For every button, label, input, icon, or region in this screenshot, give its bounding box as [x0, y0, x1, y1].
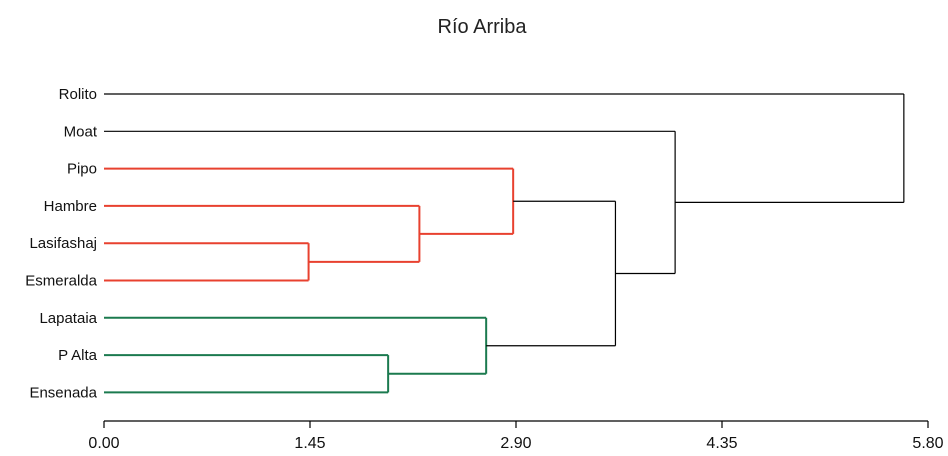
leaf-label-lapataia: Lapataia [39, 310, 97, 327]
leaf-label-rolito: Rolito [59, 86, 97, 103]
x-tick-label: 5.80 [912, 435, 943, 452]
leaf-label-ensenada: Ensenada [29, 384, 97, 401]
leaf-label-moat: Moat [64, 123, 98, 140]
x-axis: 0.00 1.45 2.90 4.35 5.80 [88, 420, 944, 452]
chart-title: Río Arriba [438, 16, 528, 38]
x-tick-label: 0.00 [88, 435, 119, 452]
leaf-label-esmeralda: Esmeralda [25, 273, 97, 290]
leaf-label-lasifashaj: Lasifashaj [29, 235, 97, 252]
leaf-label-pipo: Pipo [67, 161, 97, 178]
x-tick-label: 4.35 [706, 435, 737, 452]
leaf-label-p-alta: P Alta [58, 347, 98, 364]
dendrogram-links [104, 93, 905, 394]
leaf-labels: Rolito Moat Pipo Hambre Lasifashaj Esmeralda L… [25, 86, 98, 401]
x-tick-label: 2.90 [500, 435, 531, 452]
x-tick-label: 1.45 [294, 435, 325, 452]
leaf-label-hambre: Hambre [44, 198, 97, 215]
